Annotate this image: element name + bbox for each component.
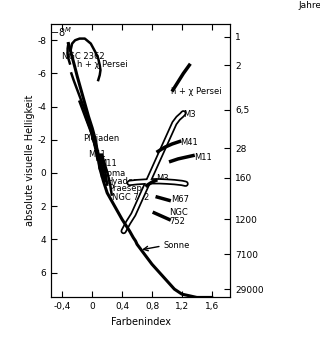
Text: NGC 752: NGC 752 [112,193,150,201]
Text: Plejaden: Plejaden [83,135,120,143]
Text: Sonne: Sonne [163,241,189,250]
Text: Praesepe: Praesepe [108,184,147,193]
Text: $-8^M$: $-8^M$ [50,25,72,39]
Text: M11: M11 [194,153,212,162]
X-axis label: Farbenindex: Farbenindex [111,317,171,327]
Text: Hyaden: Hyaden [106,177,138,186]
Text: h + χ Persei: h + χ Persei [77,60,128,69]
Text: h + χ Persei: h + χ Persei [171,87,221,96]
Text: M41: M41 [180,138,198,147]
Text: Alter
in Mill.
Jahren: Alter in Mill. Jahren [299,0,320,10]
Y-axis label: absolute visuelle Helligkeit: absolute visuelle Helligkeit [25,95,35,226]
Text: M3: M3 [183,111,196,119]
Text: NGC
752: NGC 752 [169,208,188,226]
Text: NGC 2362: NGC 2362 [62,52,105,61]
Text: Coma: Coma [102,169,126,178]
Text: M41: M41 [89,150,106,159]
Text: M11: M11 [99,160,117,168]
Text: M67: M67 [171,195,189,204]
Text: M3: M3 [156,174,169,183]
